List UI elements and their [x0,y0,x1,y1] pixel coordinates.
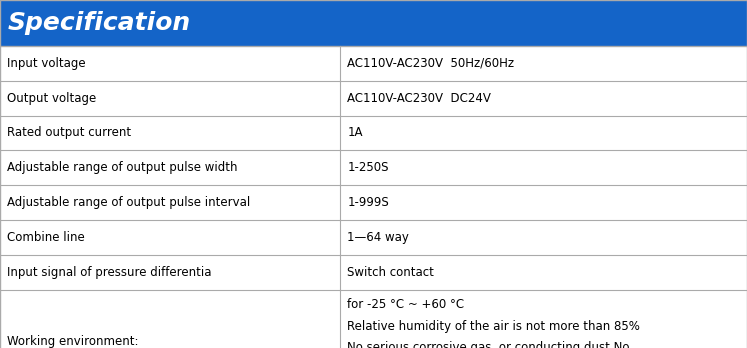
Text: Adjustable range of output pulse interval: Adjustable range of output pulse interva… [7,196,251,209]
Text: 1-999S: 1-999S [347,196,389,209]
Text: Switch contact: Switch contact [347,266,434,279]
Text: for -25 °C ~ +60 °C: for -25 °C ~ +60 °C [347,298,465,311]
Text: AC110V-AC230V  50Hz/60Hz: AC110V-AC230V 50Hz/60Hz [347,57,515,70]
Text: Working environment:: Working environment: [7,335,139,348]
Text: Input voltage: Input voltage [7,57,86,70]
Text: 1—64 way: 1—64 way [347,231,409,244]
Text: Input signal of pressure differentia: Input signal of pressure differentia [7,266,212,279]
Text: Output voltage: Output voltage [7,92,96,105]
Text: AC110V-AC230V  DC24V: AC110V-AC230V DC24V [347,92,492,105]
Text: 1A: 1A [347,126,363,140]
Text: Relative humidity of the air is not more than 85%: Relative humidity of the air is not more… [347,320,640,333]
Text: Combine line: Combine line [7,231,85,244]
Text: Specification: Specification [7,11,190,35]
Text: Adjustable range of output pulse width: Adjustable range of output pulse width [7,161,238,174]
Text: 1-250S: 1-250S [347,161,389,174]
Text: Rated output current: Rated output current [7,126,131,140]
Text: No serious corrosive gas  or conducting dust No: No serious corrosive gas or conducting d… [347,341,630,348]
Bar [0,0,747,46]
